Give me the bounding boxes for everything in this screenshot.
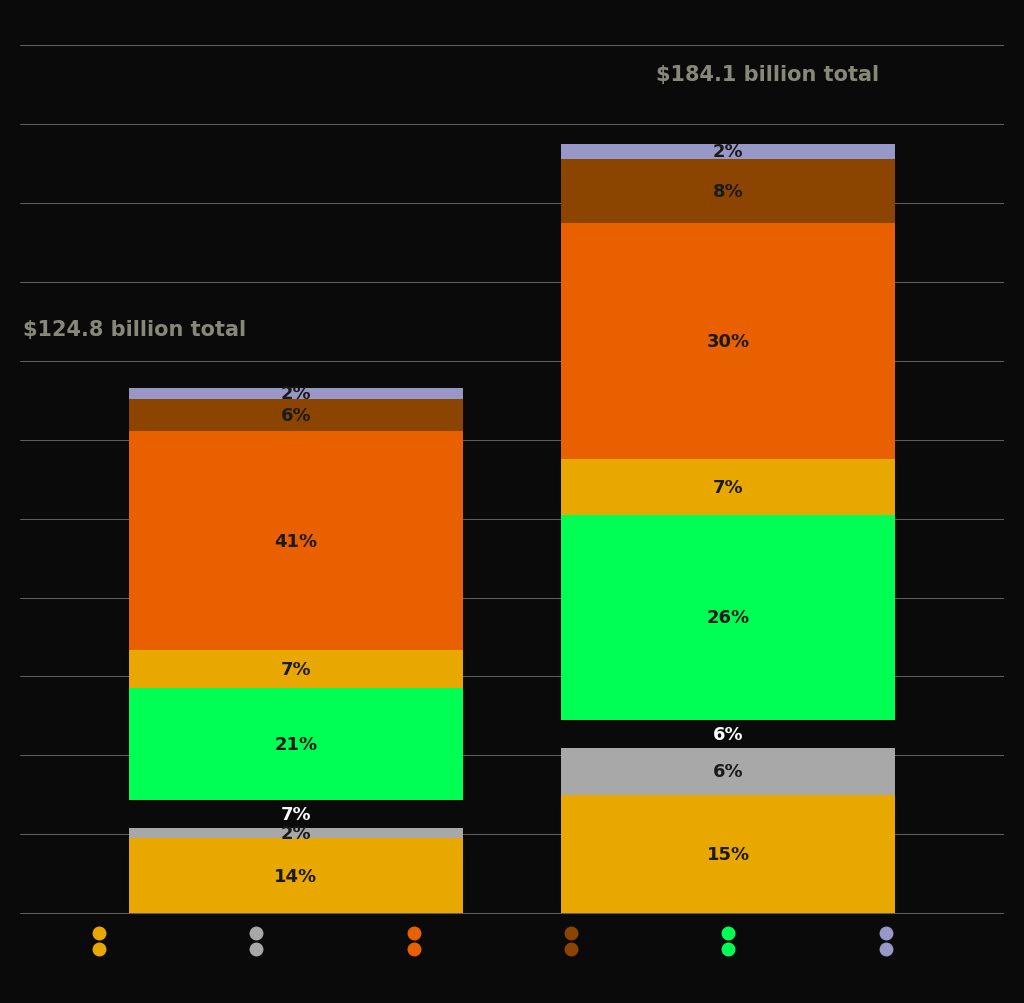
Text: $124.8 billion total: $124.8 billion total — [24, 319, 247, 339]
Bar — [129, 399, 463, 431]
Text: 6%: 6% — [281, 406, 311, 424]
Bar — [129, 688, 463, 800]
Bar — [561, 460, 895, 516]
Text: 8%: 8% — [713, 183, 743, 201]
Text: 2%: 2% — [281, 385, 311, 403]
Text: 21%: 21% — [274, 735, 317, 753]
Bar — [561, 516, 895, 720]
Text: 7%: 7% — [281, 660, 311, 678]
Bar — [561, 144, 895, 160]
Text: $184.1 billion total: $184.1 billion total — [656, 65, 880, 85]
Text: 14%: 14% — [274, 867, 317, 885]
Bar — [561, 795, 895, 914]
Bar — [129, 827, 463, 839]
Bar — [129, 651, 463, 688]
Bar — [561, 748, 895, 795]
Bar — [129, 839, 463, 914]
Text: 2%: 2% — [281, 824, 311, 843]
Text: 6%: 6% — [713, 725, 743, 743]
Text: 7%: 7% — [281, 805, 311, 823]
Text: 2%: 2% — [713, 143, 743, 161]
Text: 7%: 7% — [713, 478, 743, 496]
Text: 41%: 41% — [274, 532, 317, 550]
Bar — [129, 388, 463, 399]
Text: 26%: 26% — [707, 609, 750, 627]
Bar — [561, 224, 895, 460]
Text: 30%: 30% — [707, 333, 750, 351]
Bar — [561, 160, 895, 224]
Bar — [129, 431, 463, 651]
Text: 15%: 15% — [707, 846, 750, 864]
Text: 6%: 6% — [713, 762, 743, 780]
